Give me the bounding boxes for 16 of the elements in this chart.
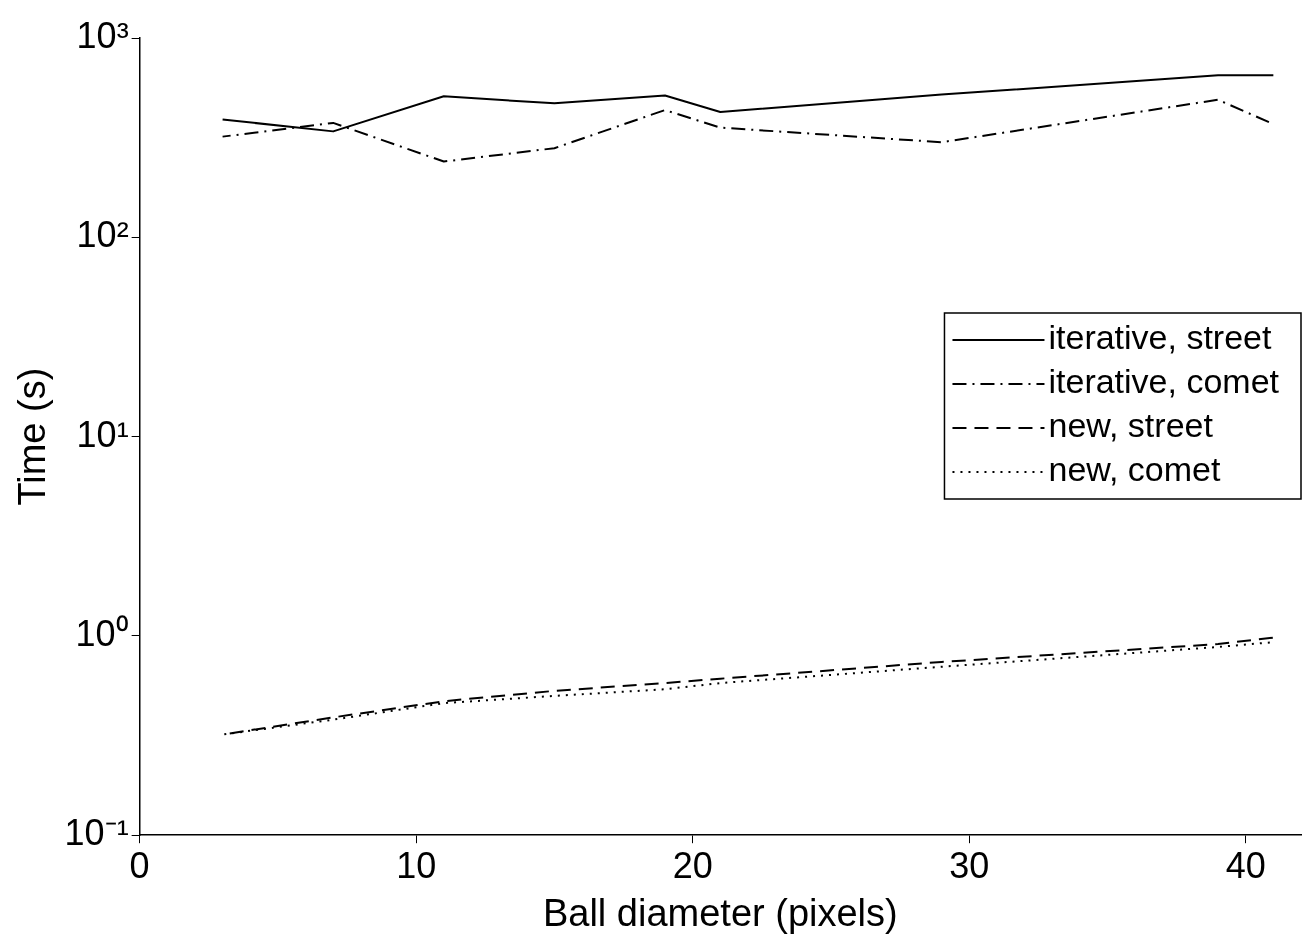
y-tick-label: 10¹	[76, 413, 129, 455]
y-tick-label: 10⁰	[75, 612, 129, 654]
legend-label: iterative, street	[1048, 318, 1272, 357]
y-tick-label: 10³	[76, 14, 129, 56]
y-tick-label: 10⁻¹	[64, 812, 129, 854]
x-tick-label: 20	[672, 844, 713, 886]
y-tick-label: 10²	[76, 214, 129, 256]
x-tick-label: 0	[129, 844, 150, 886]
legend-label: new, comet	[1048, 450, 1221, 489]
legend-label: new, street	[1048, 406, 1214, 445]
x-tick-label: 30	[949, 844, 990, 886]
y-axis-title: Time (s)	[11, 367, 54, 506]
x-tick-label: 40	[1225, 844, 1266, 886]
x-axis-title: Ball diameter (pixels)	[542, 891, 898, 934]
x-tick-label: 10	[396, 844, 437, 886]
legend-label: iterative, comet	[1048, 362, 1280, 401]
